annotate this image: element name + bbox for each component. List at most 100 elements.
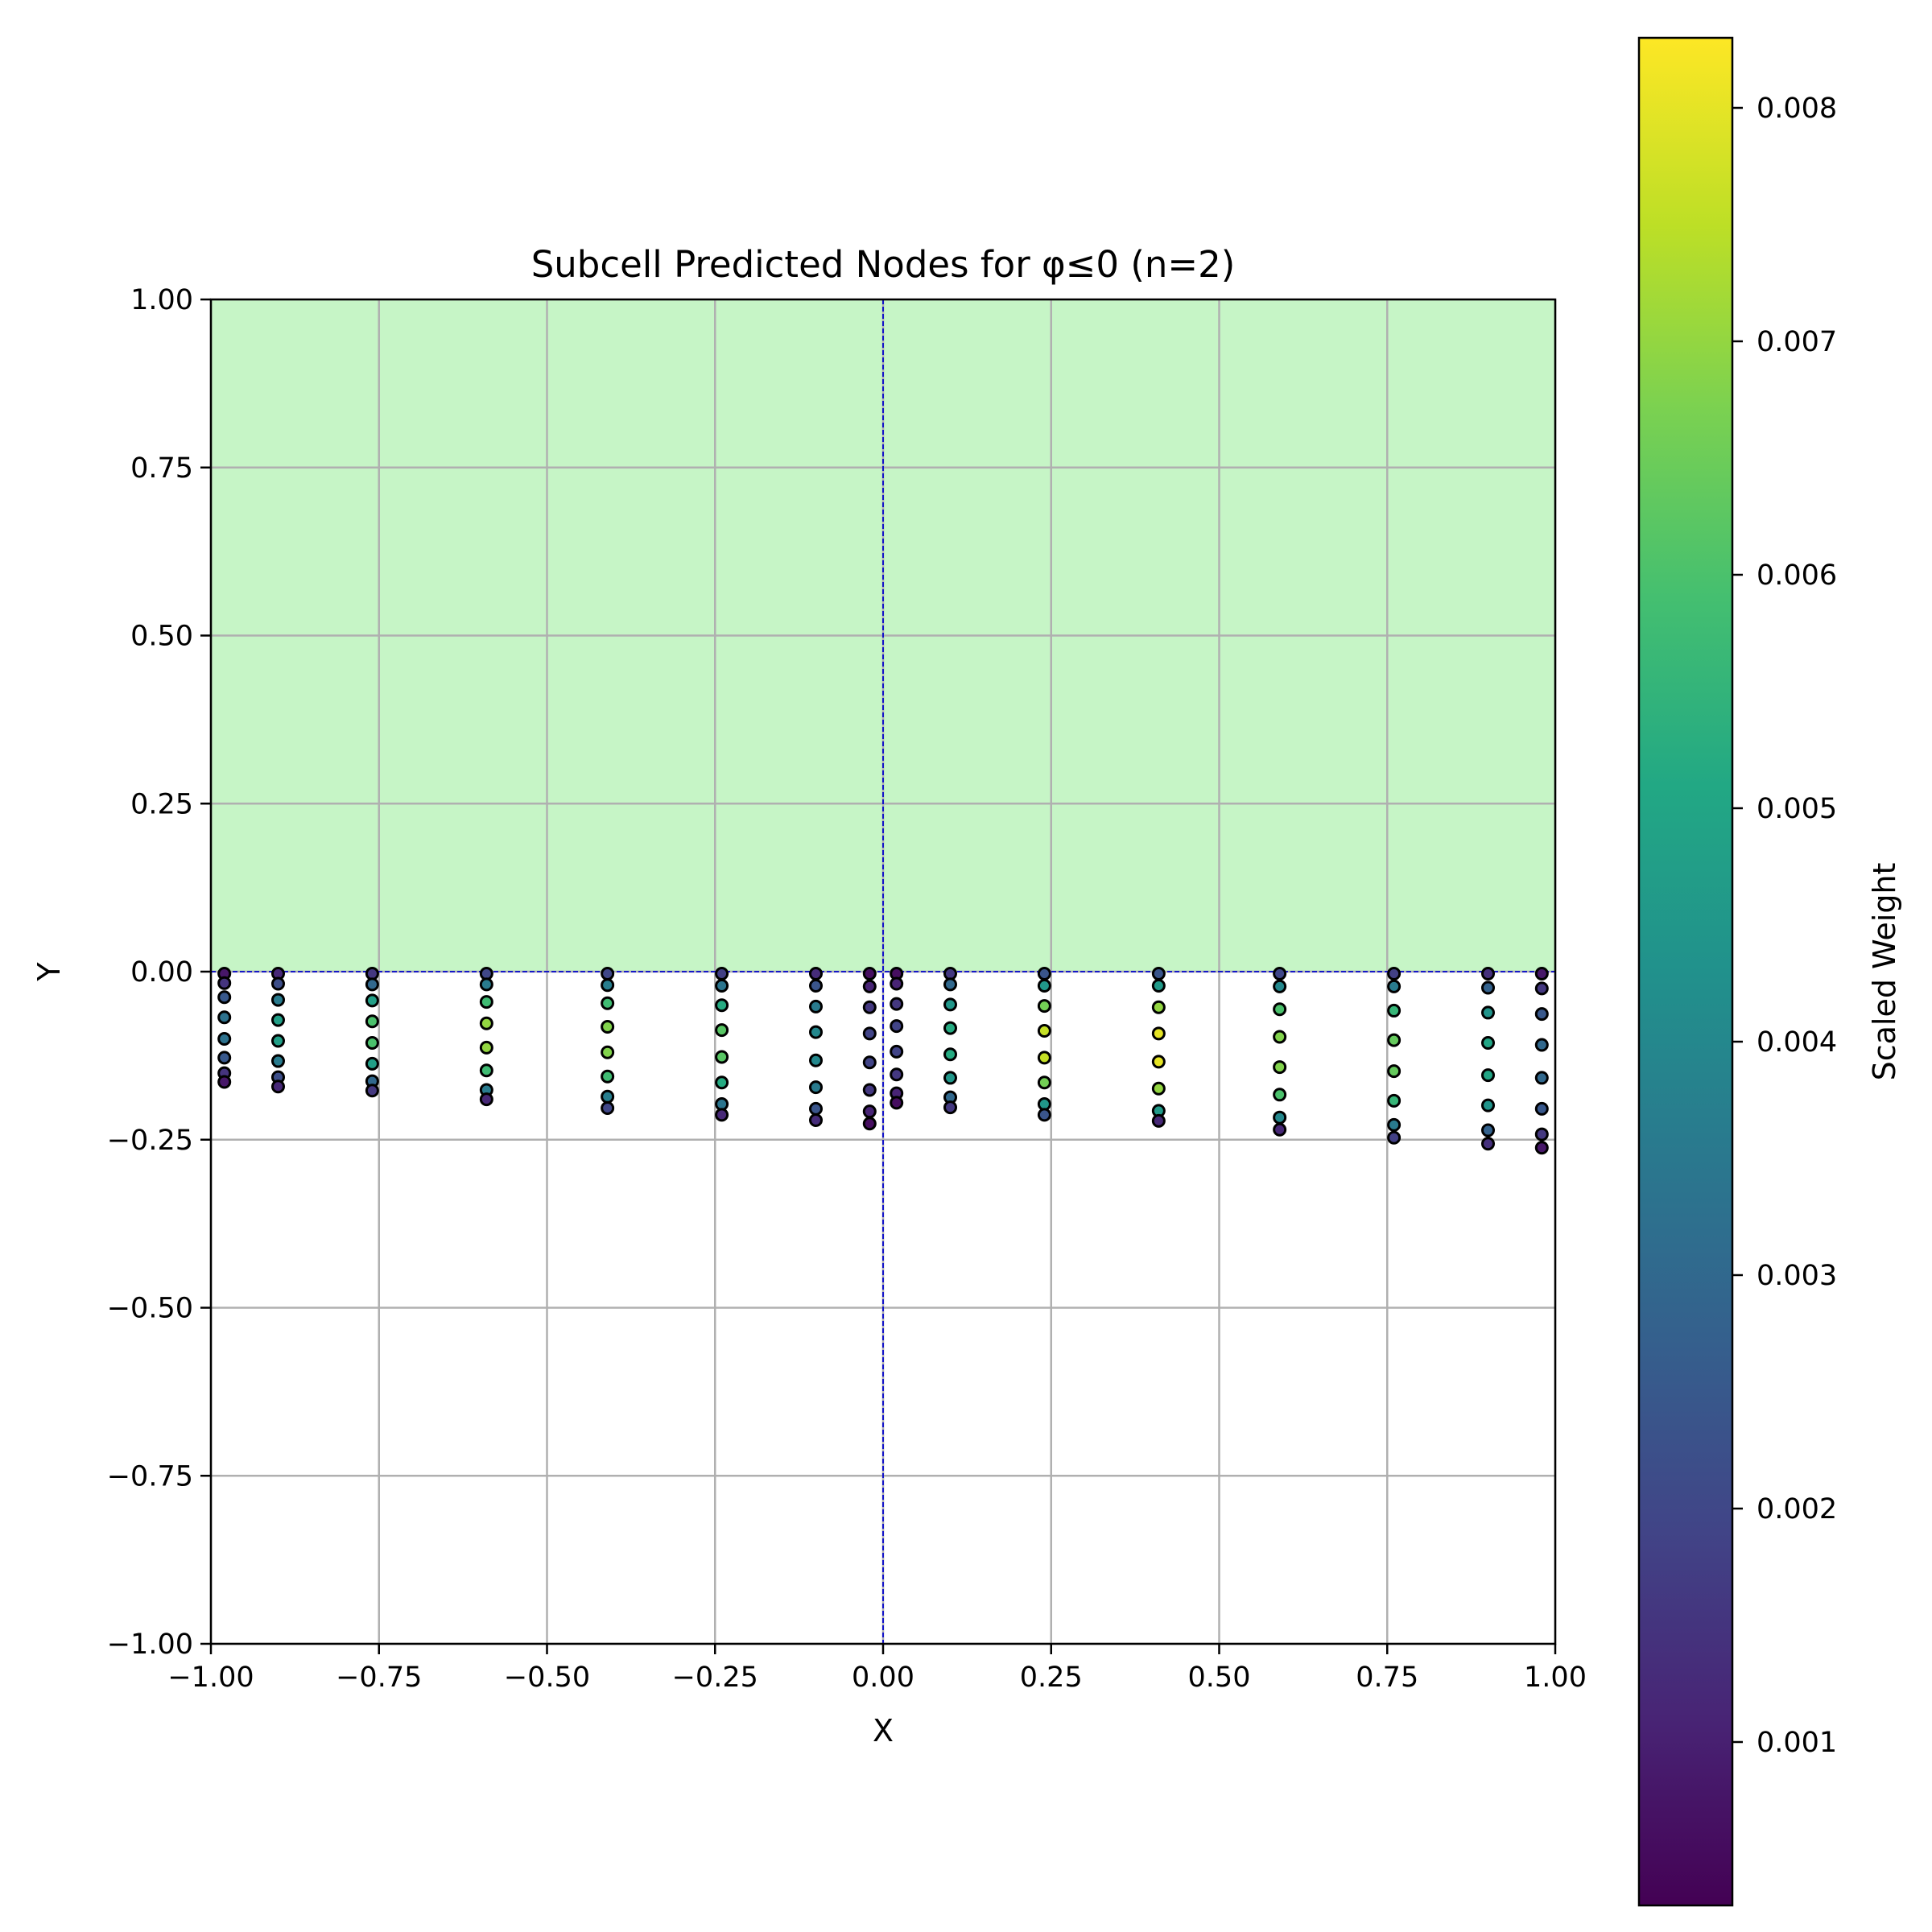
data-point [601, 1069, 615, 1084]
data-point [809, 1053, 823, 1067]
data-point [365, 977, 379, 992]
data-point [809, 967, 823, 981]
data-point [809, 1080, 823, 1095]
data-point [1037, 967, 1051, 981]
data-point [809, 1025, 823, 1039]
data-point [1481, 1098, 1495, 1113]
data-point [1534, 1127, 1549, 1141]
data-point [365, 1084, 379, 1098]
data-point [601, 1089, 615, 1104]
data-point [1534, 981, 1549, 996]
data-point [1037, 999, 1051, 1013]
data-point [862, 1055, 877, 1070]
data-point [479, 1016, 493, 1030]
y-tick-label: 0.50 [130, 621, 193, 653]
data-point [809, 979, 823, 993]
y-axis-label: Y [31, 962, 67, 982]
data-point [365, 993, 379, 1008]
data-point [943, 1047, 957, 1062]
data-point [943, 1071, 957, 1085]
data-point [1534, 1007, 1549, 1022]
y-tick-label: −0.50 [107, 1293, 193, 1325]
data-point [1273, 979, 1287, 993]
data-point [1037, 1108, 1051, 1122]
data-point [1273, 1002, 1287, 1017]
data-point [715, 1108, 729, 1122]
x-tick-label: 0.25 [1020, 1662, 1083, 1694]
data-point [271, 1080, 285, 1094]
data-point [271, 1034, 285, 1048]
data-point [1387, 979, 1402, 993]
data-point [601, 1101, 615, 1116]
data-point [1534, 1038, 1549, 1052]
x-axis-ticks: −1.00 −0.75 −0.50 −0.25 0.00 0.25 0.50 0.75 1.00 [167, 1644, 1587, 1694]
colorbar-tick-label: 0.004 [1757, 1026, 1837, 1059]
data-point [1387, 1117, 1402, 1132]
data-point [479, 977, 493, 992]
data-point [1037, 1051, 1051, 1065]
data-point [890, 976, 904, 991]
data-point [890, 1096, 904, 1110]
data-point [862, 1000, 877, 1014]
data-point [862, 1117, 877, 1131]
x-tick-label: 0.00 [852, 1662, 914, 1694]
data-point [890, 1067, 904, 1082]
data-point [1273, 1088, 1287, 1102]
data-point [1273, 967, 1287, 981]
data-point [890, 1019, 904, 1034]
data-point [1481, 980, 1495, 995]
data-point [601, 967, 615, 981]
data-point [217, 1032, 232, 1046]
data-point [1481, 1123, 1495, 1137]
x-tick-label: 0.75 [1356, 1662, 1418, 1694]
colorbar-tick-label: 0.001 [1757, 1727, 1837, 1759]
colorbar-tick-label: 0.003 [1757, 1260, 1837, 1292]
data-point [809, 1101, 823, 1116]
y-tick-label: 0.75 [130, 452, 193, 485]
y-axis-ticks: −1.00 −0.75 −0.50 −0.25 0.00 0.25 0.50 0.75 1.00 [107, 284, 211, 1661]
data-point [601, 1019, 615, 1034]
data-point [809, 999, 823, 1013]
data-point [479, 1063, 493, 1078]
y-tick-label: 0.25 [130, 788, 193, 820]
data-point [1037, 979, 1051, 993]
data-point [365, 1014, 379, 1029]
data-point [862, 979, 877, 993]
data-point [217, 976, 232, 990]
data-point [809, 1113, 823, 1128]
data-point [601, 978, 615, 993]
data-point [1481, 1068, 1495, 1083]
data-point [1151, 967, 1166, 981]
x-tick-label: −1.00 [167, 1662, 254, 1694]
data-point [479, 995, 493, 1009]
x-tick-label: −0.50 [504, 1662, 590, 1694]
data-point [1037, 1075, 1051, 1090]
data-point [217, 990, 232, 1005]
data-point [271, 993, 285, 1007]
data-point [271, 976, 285, 991]
data-point [1534, 1141, 1549, 1155]
data-point [1481, 1036, 1495, 1051]
data-point [479, 1092, 493, 1107]
data-point [1481, 967, 1495, 981]
data-point [365, 1056, 379, 1071]
data-point [1481, 1005, 1495, 1020]
data-point [890, 997, 904, 1011]
reference-lines [211, 299, 1555, 1644]
data-point [943, 1021, 957, 1035]
data-point [1273, 1110, 1287, 1125]
data-points [217, 967, 1549, 1155]
y-tick-label: −0.75 [107, 1460, 193, 1492]
y-tick-label: 0.00 [130, 956, 193, 989]
colorbar: 0.001 0.002 0.003 0.004 0.005 0.006 0.007 0.008… [1637, 36, 1902, 1907]
data-point [217, 1010, 232, 1025]
data-point [1151, 979, 1166, 993]
data-point [943, 997, 957, 1012]
data-point [1151, 1113, 1166, 1128]
data-point [862, 1083, 877, 1097]
data-point [1387, 1064, 1402, 1079]
data-point [1387, 1033, 1402, 1047]
data-point [943, 977, 957, 992]
data-point [715, 967, 729, 981]
data-point [601, 996, 615, 1010]
